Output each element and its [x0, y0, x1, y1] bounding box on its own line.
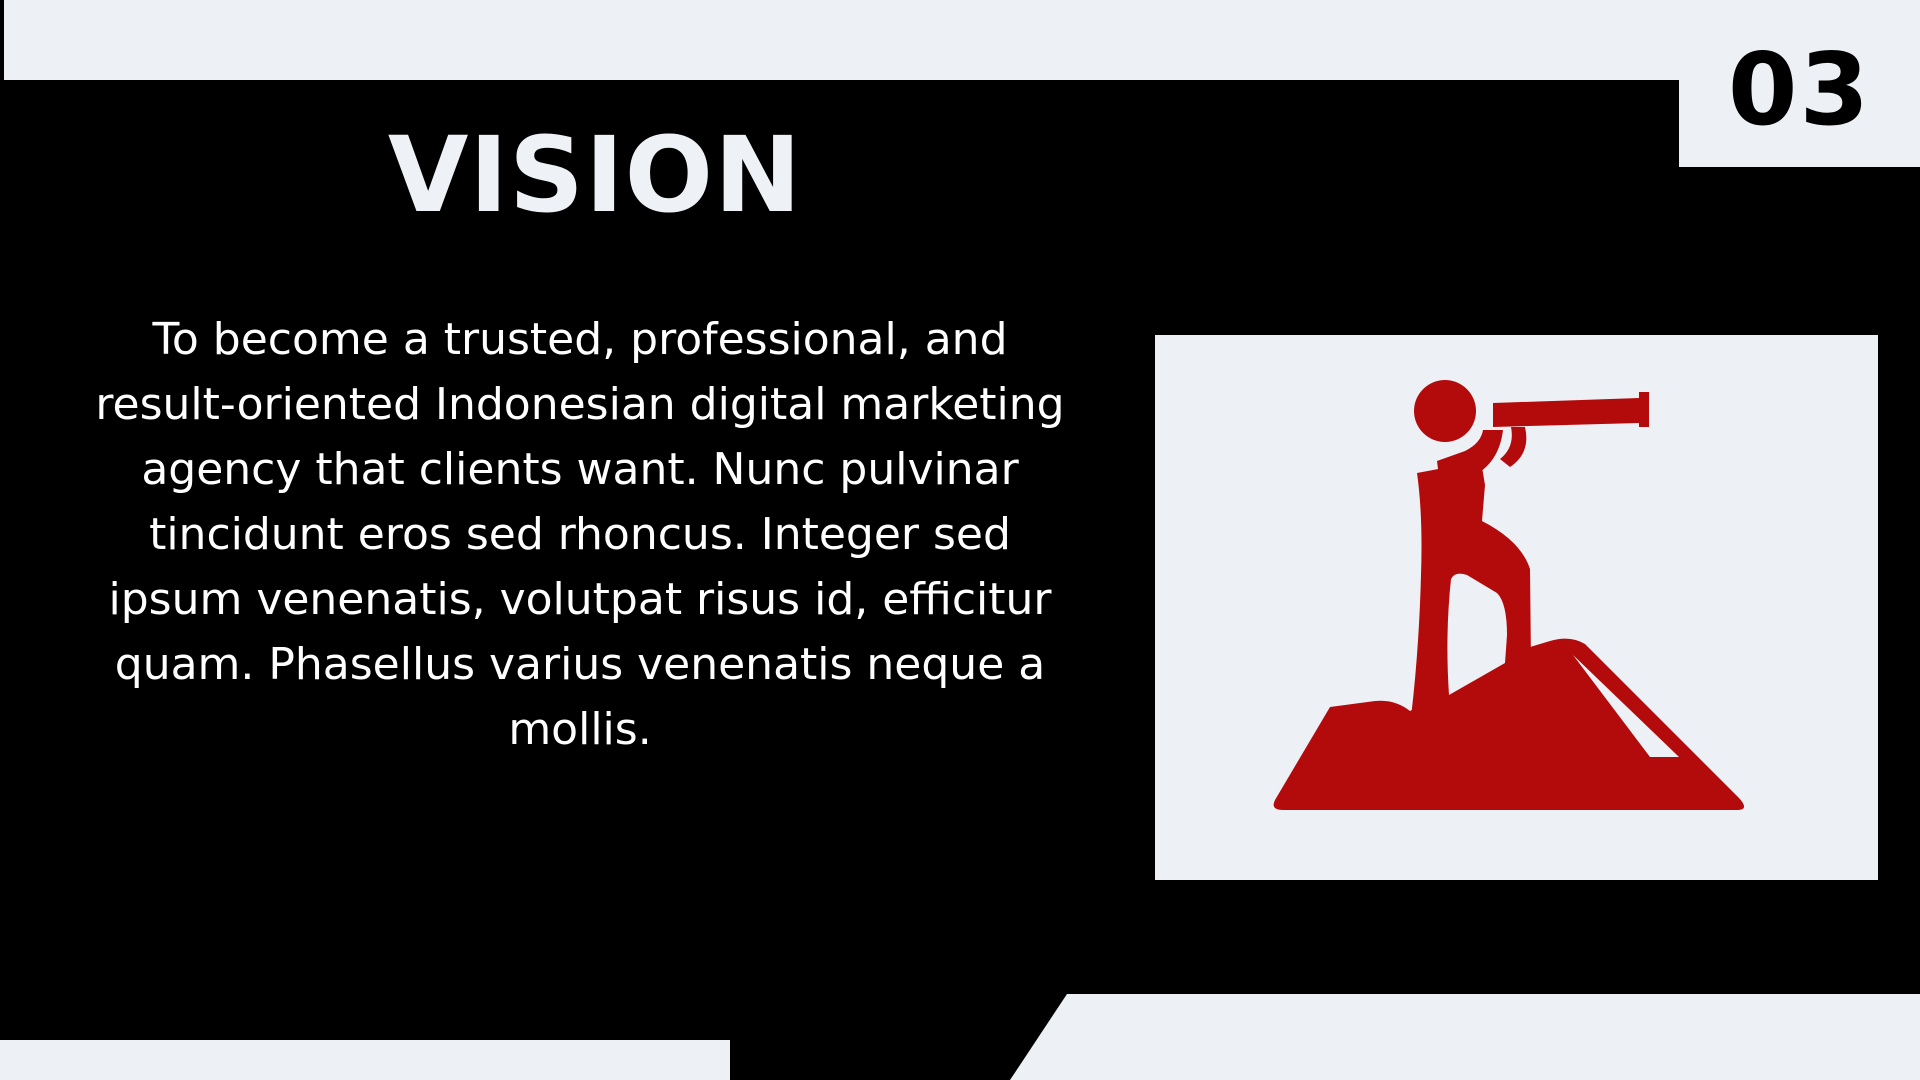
- bottom-left-frame-strip: [0, 1040, 730, 1080]
- bottom-right-frame-strip: [1010, 994, 1920, 1080]
- illustration-panel: [1155, 335, 1878, 880]
- slide-title: VISION: [387, 114, 803, 236]
- top-frame-strip: [4, 0, 1920, 80]
- person-with-telescope-on-hill-icon: [1273, 380, 1745, 810]
- vision-statement: To become a trusted, professional, and r…: [95, 314, 1065, 755]
- page-number-tab: [1679, 0, 1920, 167]
- page-number: 03: [1727, 30, 1872, 148]
